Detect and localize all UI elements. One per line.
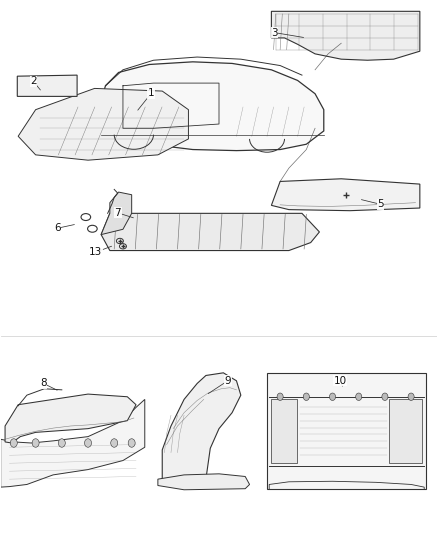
Circle shape — [329, 393, 336, 400]
Circle shape — [128, 439, 135, 447]
Polygon shape — [267, 373, 426, 489]
Text: 9: 9 — [224, 376, 231, 386]
Text: 8: 8 — [40, 378, 47, 389]
Bar — [389, 399, 422, 463]
Circle shape — [277, 393, 283, 400]
Circle shape — [303, 393, 309, 400]
Text: 1: 1 — [148, 88, 155, 98]
Polygon shape — [272, 179, 420, 211]
Text: 10: 10 — [334, 376, 347, 386]
Text: 7: 7 — [114, 208, 121, 218]
Polygon shape — [17, 75, 77, 96]
Circle shape — [382, 393, 388, 400]
Circle shape — [356, 393, 362, 400]
Polygon shape — [5, 394, 136, 443]
Circle shape — [32, 439, 39, 447]
Circle shape — [85, 439, 92, 447]
Polygon shape — [18, 88, 188, 160]
Polygon shape — [101, 213, 319, 251]
Circle shape — [58, 439, 65, 447]
Text: 13: 13 — [89, 247, 102, 257]
Circle shape — [11, 439, 17, 447]
Polygon shape — [101, 192, 132, 235]
Polygon shape — [162, 373, 241, 480]
Polygon shape — [158, 474, 250, 490]
Text: 5: 5 — [377, 199, 384, 209]
Circle shape — [408, 393, 414, 400]
Polygon shape — [272, 11, 420, 60]
Text: 2: 2 — [30, 77, 37, 86]
Circle shape — [111, 439, 118, 447]
Text: 6: 6 — [54, 223, 61, 233]
Polygon shape — [1, 399, 145, 487]
Text: 3: 3 — [271, 28, 278, 38]
Bar — [271, 399, 297, 463]
Polygon shape — [97, 62, 324, 151]
